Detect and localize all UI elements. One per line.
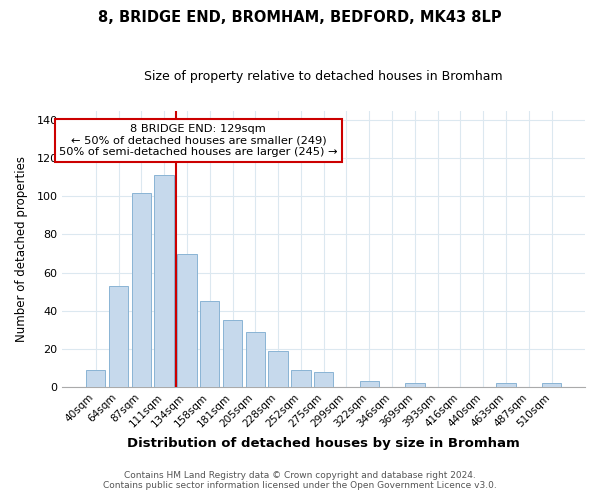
Bar: [291, 370, 311, 387]
X-axis label: Distribution of detached houses by size in Bromham: Distribution of detached houses by size …: [127, 437, 520, 450]
Text: Contains HM Land Registry data © Crown copyright and database right 2024.
Contai: Contains HM Land Registry data © Crown c…: [103, 470, 497, 490]
Bar: [109, 286, 128, 387]
Bar: [405, 383, 425, 387]
Bar: [200, 301, 220, 387]
Title: Size of property relative to detached houses in Bromham: Size of property relative to detached ho…: [145, 70, 503, 83]
Text: 8, BRIDGE END, BROMHAM, BEDFORD, MK43 8LP: 8, BRIDGE END, BROMHAM, BEDFORD, MK43 8L…: [98, 10, 502, 25]
Bar: [268, 350, 288, 387]
Bar: [131, 192, 151, 387]
Y-axis label: Number of detached properties: Number of detached properties: [15, 156, 28, 342]
Bar: [542, 383, 561, 387]
Bar: [496, 383, 515, 387]
Bar: [223, 320, 242, 387]
Bar: [359, 381, 379, 387]
Bar: [154, 176, 174, 387]
Bar: [245, 332, 265, 387]
Bar: [86, 370, 106, 387]
Bar: [314, 372, 334, 387]
Bar: [177, 254, 197, 387]
Text: 8 BRIDGE END: 129sqm
← 50% of detached houses are smaller (249)
50% of semi-deta: 8 BRIDGE END: 129sqm ← 50% of detached h…: [59, 124, 338, 157]
